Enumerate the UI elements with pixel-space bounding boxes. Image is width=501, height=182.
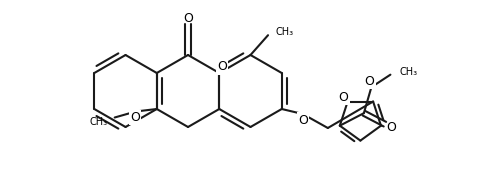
- Text: O: O: [364, 75, 374, 88]
- Text: O: O: [130, 111, 140, 124]
- Text: O: O: [339, 91, 349, 104]
- Text: O: O: [183, 12, 193, 25]
- Text: CH₃: CH₃: [89, 116, 107, 126]
- Text: O: O: [298, 114, 308, 126]
- Text: CH₃: CH₃: [275, 27, 293, 37]
- Text: CH₃: CH₃: [399, 67, 417, 77]
- Text: O: O: [217, 60, 227, 74]
- Text: O: O: [386, 121, 396, 134]
